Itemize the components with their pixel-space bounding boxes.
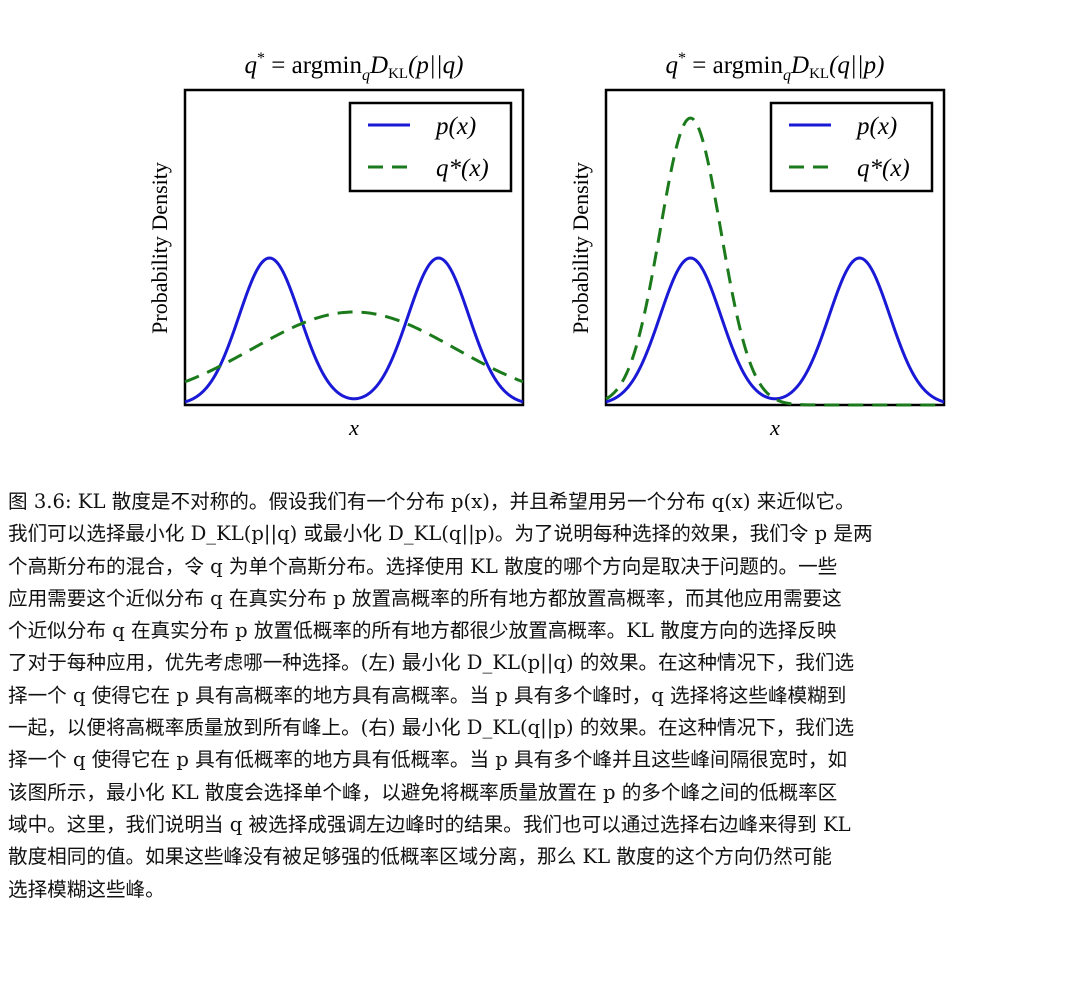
figure-caption: 图 3.6: KL 散度是不对称的。假设我们有一个分布 p(x)，并且希望用另一…	[8, 486, 1074, 906]
left-panel: q* = argminqDKL(p||q) p(x) q*(x) Probabi…	[147, 50, 525, 440]
caption-line: 应用需要这个近似分布 q 在真实分布 p 放置高概率的所有地方都放置高概率，而其…	[8, 586, 842, 610]
right-q-curve	[605, 116, 944, 407]
figure: q* = argminqDKL(p||q) p(x) q*(x) Probabi…	[147, 50, 946, 440]
right-legend: p(x) q*(x)	[769, 101, 934, 193]
right-plot-frame	[604, 88, 946, 407]
left-y-axis-label: Probability Density	[147, 162, 172, 334]
caption-line: 域中。这里，我们说明当 q 被选择成强调左边峰时的结果。我们也可以通过选择右边峰…	[8, 812, 851, 836]
left-legend-q-label: q*(x)	[436, 155, 489, 182]
right-panel: q* = argminqDKL(q||p) p(x) q*(x) Probabi…	[568, 50, 946, 440]
caption-line: 选择模糊这些峰。	[8, 877, 165, 901]
caption-line: 择一个 q 使得它在 p 具有低概率的地方具有低概率。当 p 具有多个峰并且这些…	[8, 748, 848, 772]
caption-line: 该图所示，最小化 KL 散度会选择单个峰，以避免将概率质量放置在 p 的多个峰之…	[8, 780, 838, 804]
caption-line: 个高斯分布的混合，令 q 为单个高斯分布。选择使用 KL 散度的哪个方向是取决于…	[8, 554, 838, 578]
right-y-axis-label: Probability Density	[568, 162, 593, 334]
right-p-curve	[605, 256, 945, 404]
left-panel-title: q* = argminqDKL(p||q)	[245, 50, 464, 84]
caption-line: 个近似分布 q 在真实分布 p 放置低概率的所有地方都很少放置高概率。KL 散度…	[8, 619, 837, 643]
right-panel-title: q* = argminqDKL(q||p)	[666, 50, 885, 84]
left-plot-frame	[183, 88, 525, 407]
left-legend-p-label: p(x)	[434, 113, 476, 140]
left-legend-box	[348, 101, 513, 193]
right-legend-q-label: q*(x)	[857, 155, 910, 182]
left-q-curve	[184, 310, 524, 384]
right-x-axis-label: x	[769, 415, 780, 440]
caption-line: 散度相同的值。如果这些峰没有被足够强的低概率区域分离，那么 KL 散度的这个方向…	[8, 845, 832, 869]
caption-line: 我们可以选择最小化 D_KL(p||q) 或最小化 D_KL(q||p)。为了说…	[8, 522, 873, 546]
caption-line: 择一个 q 使得它在 p 具有高概率的地方具有高概率。当 p 具有多个峰时，q …	[8, 683, 847, 707]
left-legend: p(x) q*(x)	[348, 101, 513, 193]
right-legend-p-label: p(x)	[855, 113, 897, 140]
caption-line: 了对于每种应用，优先考虑哪一种选择。(左) 最小化 D_KL(p||q) 的效果…	[8, 651, 855, 675]
left-x-axis-label: x	[348, 415, 359, 440]
caption-line: 一起，以便将高概率质量放到所有峰上。(右) 最小化 D_KL(q||p) 的效果…	[8, 716, 855, 740]
caption-line: 图 3.6: KL 散度是不对称的。假设我们有一个分布 p(x)，并且希望用另一…	[8, 490, 855, 513]
left-p-curve	[184, 256, 524, 404]
right-legend-box	[769, 101, 934, 193]
